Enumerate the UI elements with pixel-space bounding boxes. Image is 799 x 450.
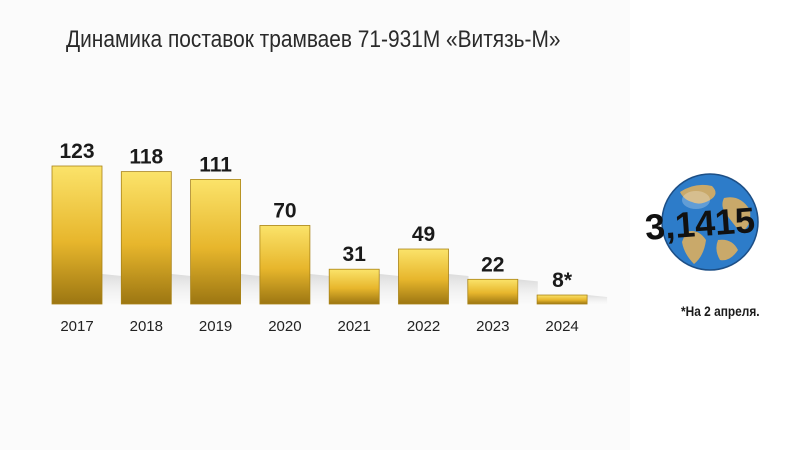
value-label: 111	[199, 153, 232, 176]
category-label: 2024	[545, 318, 578, 335]
bar-shadow	[102, 274, 122, 304]
footnote: *На 2 апреля.	[681, 303, 760, 319]
category-label: 2022	[407, 318, 440, 335]
category-label: 2019	[199, 318, 232, 335]
value-label: 123	[59, 140, 94, 163]
bar-2017	[51, 165, 103, 305]
bar-shadow	[240, 274, 261, 304]
logo: 3,1415	[640, 170, 770, 280]
bar-2018	[120, 171, 172, 305]
value-label: 31	[343, 243, 367, 266]
bar-2022	[398, 248, 449, 305]
category-label: 2023	[476, 318, 509, 335]
bar-shadow	[171, 274, 192, 304]
globe-icon: 3,1415	[644, 173, 759, 271]
bar-2020	[259, 225, 311, 305]
value-label: 118	[129, 146, 163, 169]
category-label: 2018	[130, 318, 163, 335]
bar-shadow	[517, 279, 538, 304]
bar-2024	[536, 294, 588, 305]
chart-panel	[0, 0, 630, 450]
logo-text: 3,1415	[644, 199, 757, 248]
bar-2023	[467, 278, 519, 305]
value-label: 49	[412, 223, 435, 246]
bar-2019	[190, 179, 242, 305]
chart-title: Динамика поставок трамваев 71-931М «Витя…	[66, 26, 561, 53]
category-label: 2020	[268, 318, 301, 335]
value-label: 8*	[552, 269, 573, 292]
bar-shadow	[448, 274, 469, 304]
bar-shadow	[587, 295, 608, 304]
bar-shadow	[309, 274, 330, 304]
value-label: 70	[273, 199, 296, 222]
bar-chart: 123 118 111 70 31 49 22 8* 2017 2018 2019 2020 2021…	[51, 140, 608, 335]
category-label: 2021	[338, 318, 371, 335]
bar-2021	[328, 268, 380, 305]
category-label: 2017	[60, 318, 93, 335]
bar-shadow	[379, 274, 400, 304]
value-label: 22	[481, 253, 504, 276]
